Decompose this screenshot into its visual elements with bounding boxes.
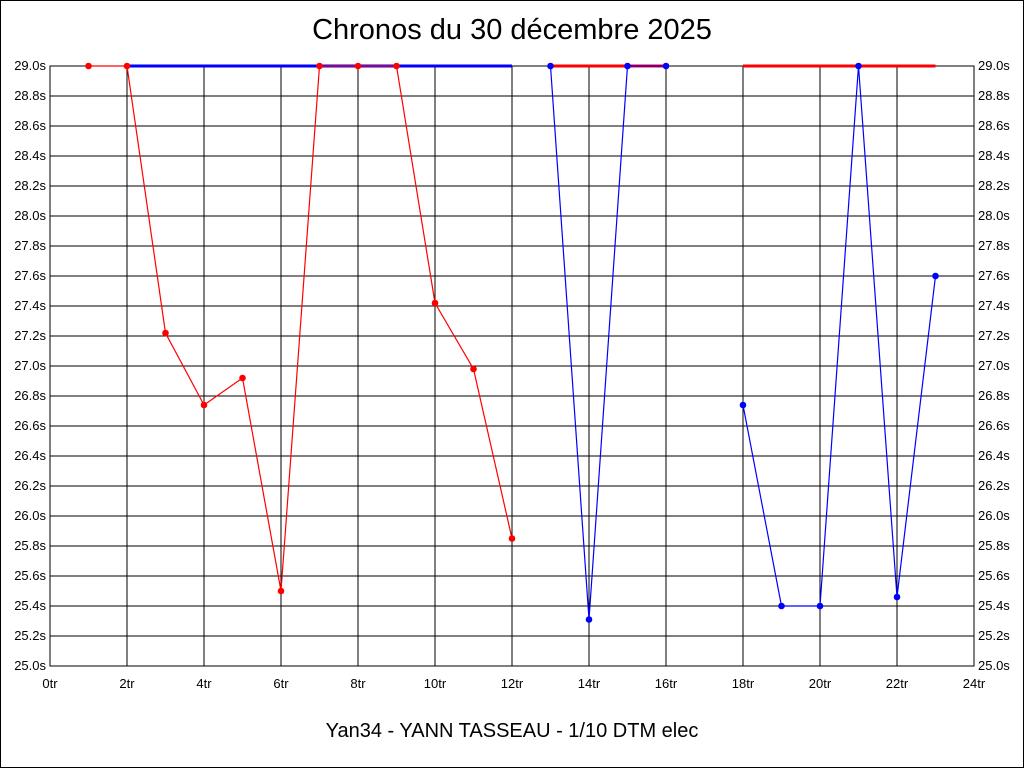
y-tick-label-left: 26.2s	[14, 478, 46, 493]
y-tick-label-left: 25.4s	[14, 598, 46, 613]
y-tick-label-left: 28.4s	[14, 148, 46, 163]
y-tick-label-right: 25.0s	[978, 658, 1010, 673]
data-point	[123, 62, 131, 70]
data-point	[816, 602, 824, 610]
y-tick-label-right: 26.8s	[978, 388, 1010, 403]
data-point	[277, 587, 285, 595]
y-tick-label-right: 26.0s	[978, 508, 1010, 523]
data-point	[239, 374, 246, 382]
data-point	[932, 272, 939, 280]
chart-subtitle: Yan34 - YANN TASSEAU - 1/10 DTM elec	[325, 720, 699, 742]
y-tick-label-right: 25.2s	[978, 628, 1010, 643]
data-point	[393, 62, 400, 70]
y-tick-label-left: 28.0s	[14, 208, 46, 223]
x-tick-label: 24tr	[963, 676, 986, 691]
x-tick-label: 18tr	[732, 676, 755, 691]
x-tick-label: 0tr	[42, 676, 58, 691]
y-tick-label-right: 27.2s	[978, 328, 1010, 343]
y-tick-label-left: 25.2s	[14, 628, 46, 643]
y-tick-label-right: 26.6s	[978, 418, 1010, 433]
y-tick-label-right: 29.0s	[978, 58, 1010, 73]
data-point	[624, 62, 631, 70]
chart-title: Chronos du 30 décembre 2025	[312, 14, 712, 46]
y-tick-label-right: 26.4s	[978, 448, 1010, 463]
data-point	[431, 299, 439, 307]
series-line-2	[549, 65, 666, 620]
y-tick-label-left: 27.0s	[14, 358, 46, 373]
data-point	[354, 62, 362, 70]
y-tick-label-left: 26.4s	[14, 448, 46, 463]
data-point	[470, 365, 477, 373]
x-tick-label: 10tr	[424, 676, 447, 691]
y-tick-label-right: 28.8s	[978, 88, 1010, 103]
data-point	[508, 535, 516, 542]
x-tick-label: 2tr	[119, 676, 135, 691]
y-tick-label-right: 27.6s	[978, 268, 1010, 283]
y-tick-label-left: 25.0s	[14, 658, 46, 673]
y-tick-label-left: 27.6s	[14, 268, 46, 283]
data-point	[162, 329, 169, 337]
series-line-3	[742, 65, 937, 607]
x-tick-label: 4tr	[196, 676, 212, 691]
y-tick-label-left: 28.8s	[14, 88, 46, 103]
x-tick-label: 16tr	[655, 676, 678, 691]
y-tick-label-left: 27.8s	[14, 238, 46, 253]
data-point	[739, 401, 747, 409]
data-point	[585, 616, 593, 623]
y-tick-label-right: 25.4s	[978, 598, 1010, 613]
y-tick-label-left: 27.4s	[14, 298, 46, 313]
x-tick-label: 8tr	[350, 676, 366, 691]
y-tick-label-right: 28.6s	[978, 118, 1010, 133]
x-tick-label: 22tr	[886, 676, 909, 691]
data-point	[200, 401, 208, 409]
y-tick-label-right: 26.2s	[978, 478, 1010, 493]
y-tick-label-right: 25.8s	[978, 538, 1010, 553]
y-tick-label-left: 29.0s	[14, 58, 46, 73]
data-point	[547, 62, 554, 70]
data-point	[662, 62, 670, 70]
y-tick-label-left: 27.2s	[14, 328, 46, 343]
x-tick-label: 6tr	[273, 676, 289, 691]
y-tick-label-right: 28.2s	[978, 178, 1010, 193]
data-point	[778, 602, 785, 610]
x-tick-label: 12tr	[501, 676, 524, 691]
data-point	[893, 593, 901, 601]
data-point	[855, 62, 862, 70]
y-tick-label-right: 27.8s	[978, 238, 1010, 253]
data-point	[85, 62, 92, 70]
y-tick-label-left: 26.6s	[14, 418, 46, 433]
x-tick-label: 14tr	[578, 676, 601, 691]
y-tick-label-left: 26.8s	[14, 388, 46, 403]
y-tick-label-left: 25.8s	[14, 538, 46, 553]
y-tick-label-right: 28.4s	[978, 148, 1010, 163]
y-tick-label-right: 27.4s	[978, 298, 1010, 313]
y-tick-label-left: 28.6s	[14, 118, 46, 133]
x-tick-label: 20tr	[809, 676, 832, 691]
y-tick-label-left: 26.0s	[14, 508, 46, 523]
y-tick-label-right: 27.0s	[978, 358, 1010, 373]
series-line-1	[88, 65, 513, 592]
data-point	[316, 62, 323, 70]
y-tick-label-right: 28.0s	[978, 208, 1010, 223]
y-tick-label-right: 25.6s	[978, 568, 1010, 583]
y-tick-label-left: 25.6s	[14, 568, 46, 583]
y-tick-label-left: 28.2s	[14, 178, 46, 193]
